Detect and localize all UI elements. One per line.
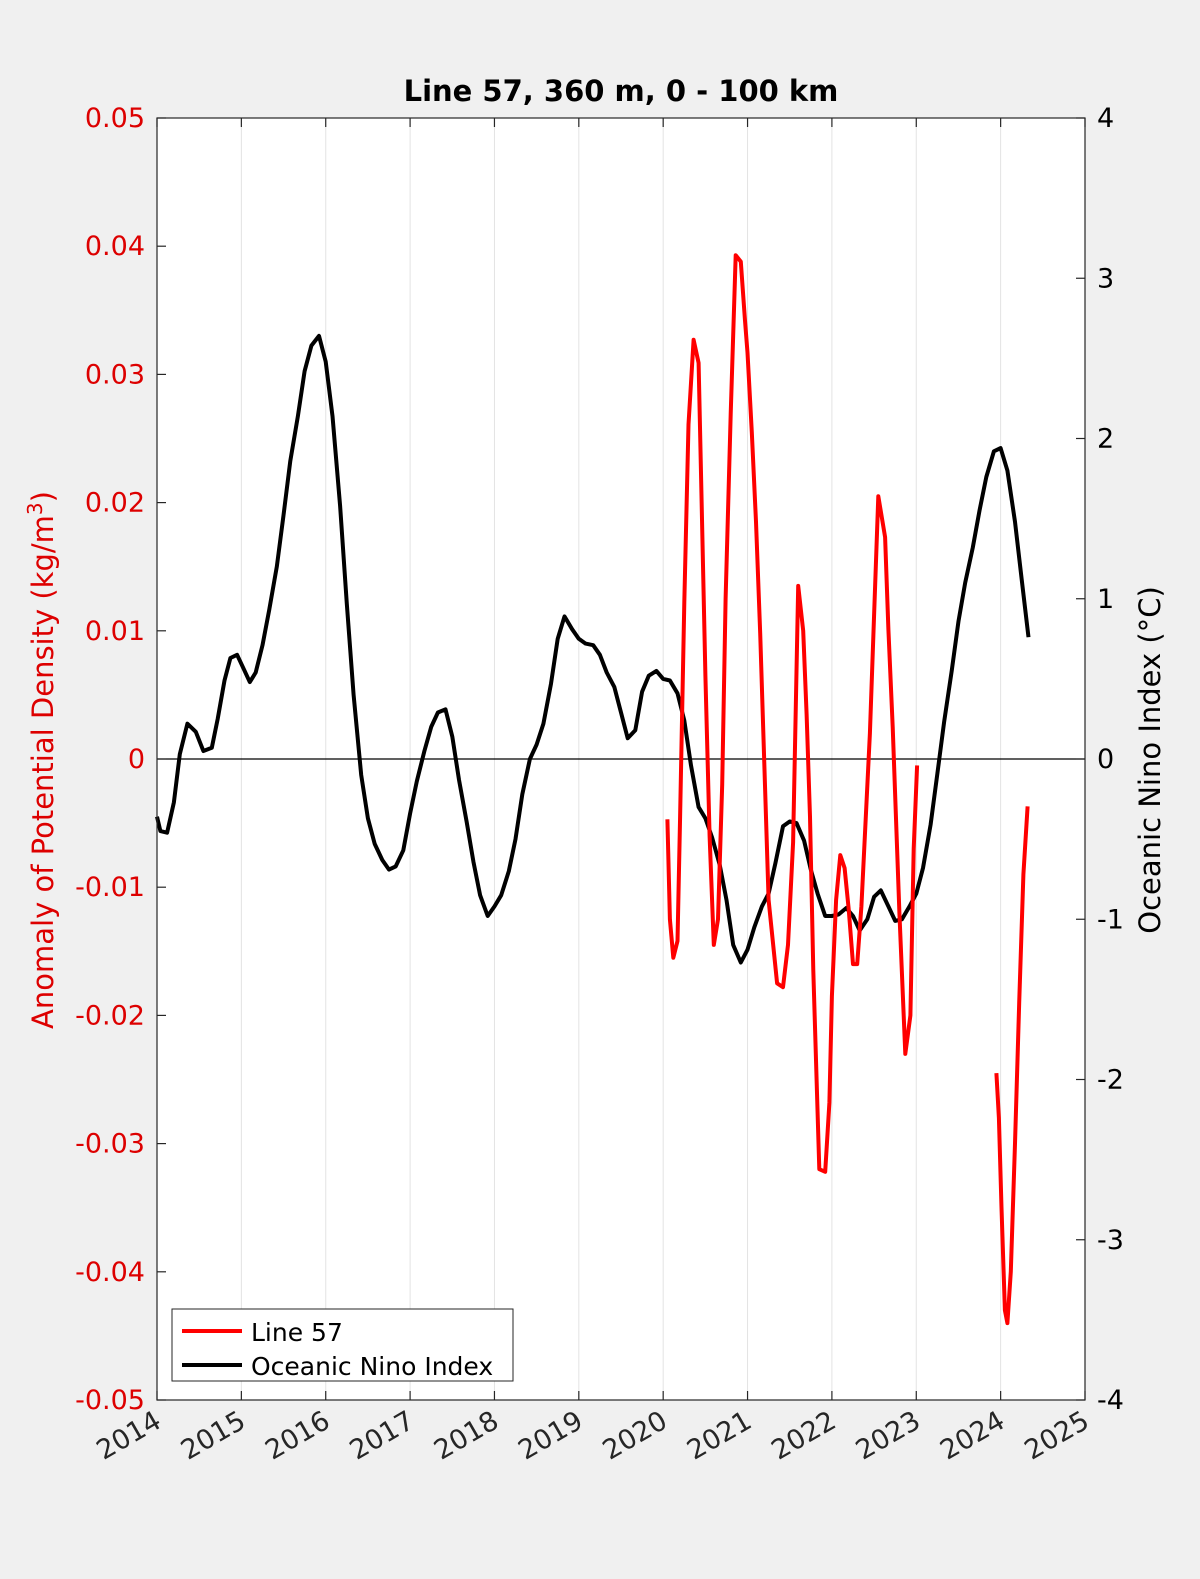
left-y-axis-label: Anomaly of Potential Density (kg/m3) xyxy=(23,491,60,1029)
left-y-tick-label: -0.03 xyxy=(75,1129,145,1160)
right-y-tick-label: -1 xyxy=(1097,904,1124,935)
right-y-tick-label: -4 xyxy=(1097,1385,1124,1416)
right-y-tick-labels: 4 3 2 1 0 -1 -2 -3 -4 xyxy=(1097,103,1124,1416)
left-y-tick-label: 0 xyxy=(128,744,145,775)
left-y-tick-label: -0.05 xyxy=(75,1385,145,1416)
oni-series-line-segment-0 xyxy=(155,333,1031,965)
line57-series-line-segment-1 xyxy=(994,806,1030,1326)
legend-label-line57: Line 57 xyxy=(251,1318,343,1347)
right-y-tick-label: 4 xyxy=(1097,103,1114,134)
tick-marks xyxy=(156,117,1086,1401)
right-y-tick-label: 1 xyxy=(1097,584,1114,615)
legend-label-oni: Oceanic Nino Index xyxy=(251,1352,493,1381)
right-y-tick-label: 0 xyxy=(1097,744,1114,775)
right-y-tick-label: -3 xyxy=(1097,1225,1124,1256)
chart-title: Line 57, 360 m, 0 - 100 km xyxy=(404,74,839,108)
left-y-tick-label: -0.04 xyxy=(75,1257,145,1288)
series-layer xyxy=(155,253,1031,1326)
legend-box xyxy=(171,1308,514,1382)
left-y-tick-label: -0.02 xyxy=(75,1000,145,1031)
right-y-tick-label: 2 xyxy=(1097,424,1114,455)
right-y-axis-label: Oceanic Nino Index (°C) xyxy=(1133,586,1167,934)
left-y-tick-label: -0.01 xyxy=(75,872,145,903)
left-y-tick-label: 0.01 xyxy=(85,616,145,647)
right-y-tick-label: 3 xyxy=(1097,263,1114,294)
line57-series-line-segment-0 xyxy=(665,253,920,1174)
left-y-tick-label: 0.05 xyxy=(85,103,145,134)
right-y-tick-label: -2 xyxy=(1097,1065,1124,1096)
left-y-tick-label: 0.02 xyxy=(85,488,145,519)
legend: Line 57 Oceanic Nino Index xyxy=(171,1308,514,1382)
left-y-tick-label: 0.04 xyxy=(85,231,145,262)
left-y-tick-labels: 0.05 0.04 0.03 0.02 0.01 0 -0.01 -0.02 -0.03 -0.0… xyxy=(75,103,145,1416)
left-y-tick-label: 0.03 xyxy=(85,359,145,390)
